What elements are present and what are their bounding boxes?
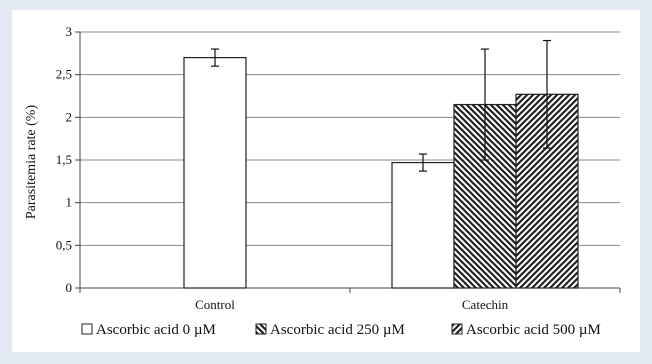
bars — [183, 56, 579, 289]
bar — [183, 56, 247, 289]
legend: Ascorbic acid 0 µM Ascorbic acid 250 µM As… — [81, 322, 601, 338]
y-tick-label: 3 — [66, 24, 73, 39]
chart-panel: Parasitemia rate (%) 0 0,5 1 1,5 2 2,5 3 Contro… — [12, 10, 640, 352]
y-axis-label: Parasitemia rate (%) — [24, 105, 39, 220]
y-tick-label: 0 — [66, 280, 73, 295]
legend-swatch — [81, 323, 93, 335]
y-tick-label: 2,5 — [56, 67, 72, 82]
y-tick-label: 0,5 — [56, 237, 72, 252]
legend-swatch — [451, 323, 463, 335]
x-category-label: Control — [195, 297, 235, 312]
gridlines — [80, 31, 620, 289]
legend-label: Ascorbic acid 500 µM — [466, 322, 601, 338]
bar-chart: Parasitemia rate (%) 0 0,5 1 1,5 2 2,5 3 Contro… — [24, 24, 621, 338]
bar — [391, 161, 455, 289]
legend-swatch — [255, 323, 267, 335]
axis-labels: Parasitemia rate (%) 0 0,5 1 1,5 2 2,5 3 Contro… — [24, 24, 509, 312]
legend-label: Ascorbic acid 0 µM — [96, 322, 216, 338]
legend-label: Ascorbic acid 250 µM — [270, 322, 405, 338]
error-bars — [211, 39, 551, 172]
x-category-label: Catechin — [462, 297, 509, 312]
y-tick-label: 1,5 — [56, 152, 72, 167]
y-tick-label: 1 — [66, 195, 73, 210]
y-tick-label: 2 — [66, 109, 73, 124]
